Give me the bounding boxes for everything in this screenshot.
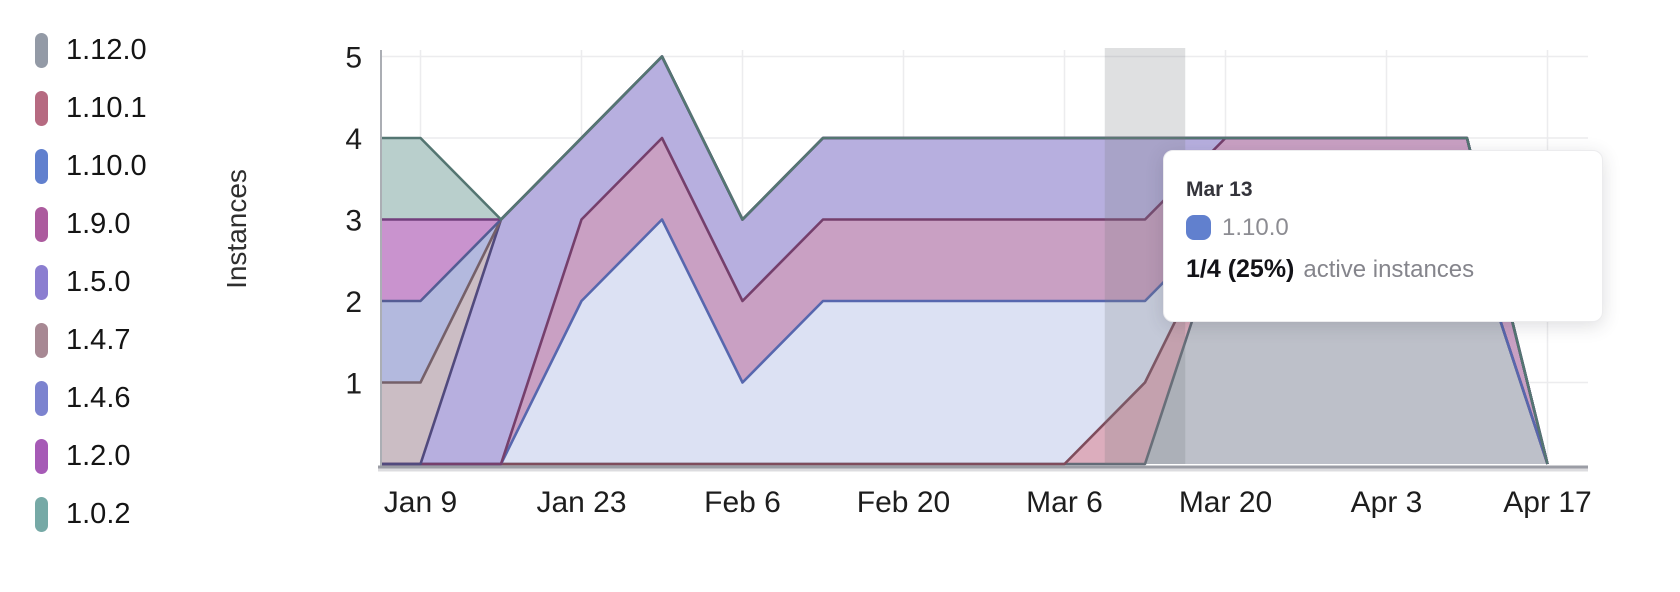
legend-item-1.12.0[interactable]: 1.12.0 — [35, 21, 147, 79]
x-tick-label: Apr 17 — [1503, 486, 1591, 519]
legend-label: 1.12.0 — [66, 33, 147, 66]
tooltip-series-swatch — [1186, 215, 1211, 241]
legend-swatch-icon — [35, 264, 48, 300]
y-tick-label: 1 — [345, 368, 362, 401]
tooltip-series-row: 1.10.0 — [1186, 213, 1578, 241]
legend-swatch-icon — [35, 90, 48, 126]
legend-item-1.2.0[interactable]: 1.2.0 — [35, 427, 147, 485]
x-tick-label: Mar 20 — [1179, 486, 1272, 519]
legend-item-1.0.2[interactable]: 1.0.2 — [35, 485, 147, 543]
legend-swatch-icon — [35, 148, 48, 184]
x-tick-label: Mar 6 — [1026, 486, 1103, 519]
legend-swatch-icon — [35, 496, 48, 532]
tooltip-value-suffix: active instances — [1303, 256, 1475, 284]
area-1.10.0 — [382, 219, 1548, 464]
legend-label: 1.4.6 — [66, 381, 131, 414]
x-tick-label: Apr 3 — [1351, 486, 1423, 519]
y-tick-label: 3 — [345, 205, 362, 238]
legend-swatch-icon — [35, 380, 48, 416]
tooltip-value: 1/4 (25%) — [1186, 255, 1295, 284]
legend-item-1.10.1[interactable]: 1.10.1 — [35, 79, 147, 137]
legend-label: 1.10.0 — [66, 149, 147, 182]
legend-item-1.5.0[interactable]: 1.5.0 — [35, 253, 147, 311]
legend-label: 1.5.0 — [66, 265, 131, 298]
legend-swatch-icon — [35, 438, 48, 474]
tooltip-series-label: 1.10.0 — [1222, 213, 1289, 241]
legend-label: 1.2.0 — [66, 439, 131, 472]
legend-item-1.4.7[interactable]: 1.4.7 — [35, 311, 147, 369]
legend-label: 1.9.0 — [66, 207, 131, 240]
x-tick-label: Jan 9 — [384, 486, 457, 519]
legend-swatch-icon — [35, 32, 48, 68]
axis-labels: 1 2 3 4 5 Jan 9 Jan 23 Feb 6 Feb 20 Mar 6 Mar 20 Ap… — [345, 42, 1591, 520]
x-tick-label: Jan 23 — [536, 486, 626, 519]
tooltip-date: Mar 13 — [1186, 178, 1253, 201]
legend-label: 1.4.7 — [66, 323, 131, 356]
legend-label: 1.10.1 — [66, 91, 147, 124]
y-tick-label: 5 — [345, 42, 362, 75]
legend-item-1.9.0[interactable]: 1.9.0 — [35, 195, 147, 253]
version-legend: 1.12.0 1.10.1 1.10.0 1.9.0 1.5.0 1.4.7 1.4.6 1.… — [35, 21, 147, 543]
y-tick-label: 4 — [345, 123, 362, 156]
tooltip-value-row: 1/4 (25%) active instances — [1186, 257, 1578, 282]
legend-swatch-icon — [35, 322, 48, 358]
line-1.0.2 — [382, 55, 1549, 465]
x-tick-label: Feb 6 — [704, 486, 781, 519]
legend-swatch-icon — [35, 206, 48, 242]
legend-item-1.10.0[interactable]: 1.10.0 — [35, 137, 147, 195]
legend-item-1.4.6[interactable]: 1.4.6 — [35, 369, 147, 427]
y-tick-label: 2 — [345, 286, 362, 319]
y-axis-title: Instances — [221, 169, 252, 289]
chart-tooltip: Mar 13 1.10.0 1/4 (25%) active instances — [1163, 150, 1603, 322]
legend-label: 1.0.2 — [66, 497, 131, 530]
x-tick-label: Feb 20 — [857, 486, 950, 519]
